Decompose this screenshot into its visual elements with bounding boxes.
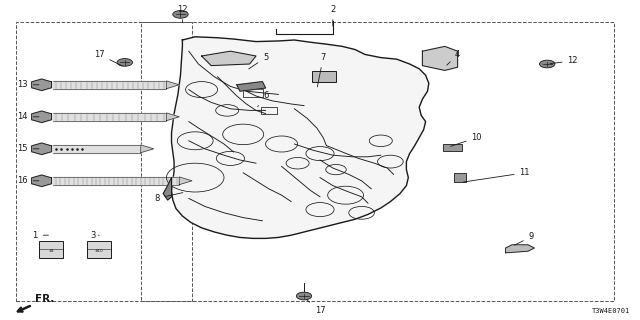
Text: 1: 1 [33, 231, 49, 240]
Polygon shape [31, 111, 52, 123]
Bar [443, 144, 462, 151]
Text: 17: 17 [94, 50, 122, 66]
Text: 10: 10 [451, 133, 482, 146]
Text: T3W4E0701: T3W4E0701 [592, 308, 630, 314]
Text: 5: 5 [249, 53, 268, 69]
Polygon shape [202, 51, 256, 66]
Bar [454, 173, 466, 182]
Text: 8: 8 [154, 193, 183, 203]
Polygon shape [166, 81, 179, 89]
Text: 4: 4 [447, 50, 460, 65]
Text: 6: 6 [258, 92, 268, 107]
Text: FR.: FR. [18, 294, 54, 312]
Circle shape [173, 11, 188, 18]
Text: 11: 11 [463, 168, 530, 182]
Circle shape [296, 292, 312, 300]
Bar [141, 22, 614, 301]
Polygon shape [422, 46, 458, 70]
Polygon shape [31, 175, 52, 187]
Polygon shape [179, 177, 192, 185]
Bar [312, 71, 336, 82]
Bar [261, 107, 276, 114]
Text: #10: #10 [95, 249, 104, 253]
Text: #1: #1 [48, 249, 54, 253]
Polygon shape [237, 82, 266, 91]
Polygon shape [166, 113, 179, 121]
Bar [39, 241, 63, 259]
Polygon shape [31, 79, 52, 91]
Text: 12: 12 [177, 5, 188, 22]
Text: 13: 13 [17, 80, 39, 89]
Text: 7: 7 [317, 53, 326, 87]
Text: 17: 17 [306, 299, 325, 315]
Bar [243, 89, 263, 97]
Text: 9: 9 [515, 232, 534, 245]
Polygon shape [141, 145, 154, 153]
Circle shape [540, 60, 555, 68]
Polygon shape [172, 37, 429, 238]
Text: 15: 15 [17, 144, 39, 153]
Bar [16, 22, 192, 301]
Text: 12: 12 [550, 56, 578, 65]
Text: 3: 3 [90, 231, 99, 240]
Circle shape [117, 59, 132, 66]
Polygon shape [163, 178, 172, 200]
Text: 2: 2 [330, 5, 335, 26]
Polygon shape [506, 245, 534, 253]
Bar [87, 241, 111, 259]
Text: 14: 14 [17, 112, 39, 121]
Text: 16: 16 [17, 176, 39, 185]
Polygon shape [31, 143, 52, 155]
